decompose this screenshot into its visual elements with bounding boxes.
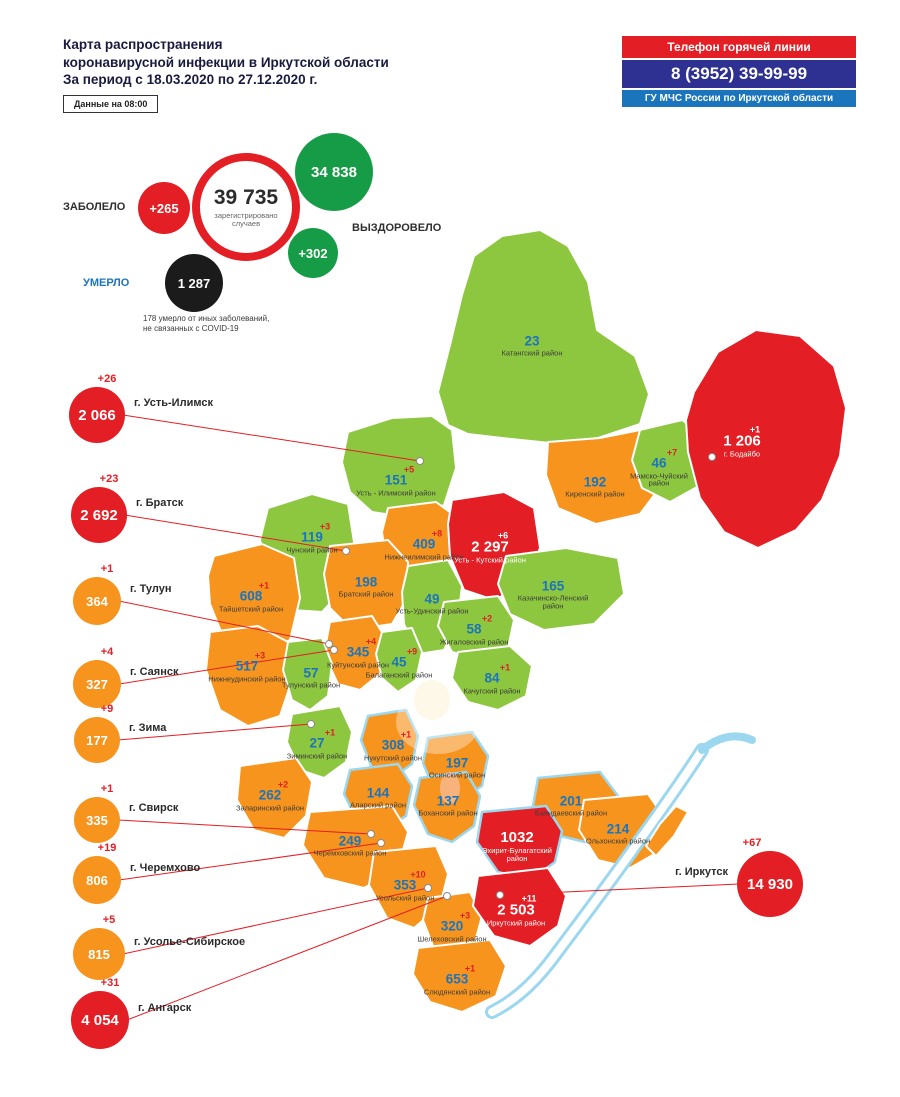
city-label-angarsk: г. Ангарск xyxy=(138,1002,192,1014)
city-label-cheremkhovo: г. Черемхово xyxy=(130,862,201,874)
city-label-usolye: г. Усолье-Сибирское xyxy=(134,936,246,948)
callout-line-bratsk xyxy=(124,514,347,552)
data-time-badge: Данные на 08:00 xyxy=(63,95,159,113)
city-delta-usolye: +5 xyxy=(102,914,116,926)
district-shape-tulunsky xyxy=(282,637,333,711)
recovered-delta-circle: +302 xyxy=(288,228,338,278)
city-delta-angarsk: +31 xyxy=(100,977,120,989)
city-label-tulun: г. Тулун xyxy=(130,583,172,595)
city-dot-sayansk xyxy=(330,646,338,654)
total-cases-caption: зарегистрировано случаев xyxy=(214,210,278,228)
hotline-box: Телефон горячей линии 8 (3952) 39-99-99 … xyxy=(622,36,856,107)
city-delta-zima: +9 xyxy=(100,703,114,715)
died-circle: 1 287 xyxy=(165,254,223,312)
city-dot-svirsk xyxy=(367,830,375,838)
city-dot-bratsk xyxy=(342,547,350,555)
city-label-svirsk: г. Свирск xyxy=(129,802,179,814)
title-line-2: коронавирусной инфекции в Иркутской обла… xyxy=(63,54,389,70)
city-delta-svirsk: +1 xyxy=(100,783,114,795)
died-note: 178 умерло от иных заболеваний, не связа… xyxy=(143,314,270,333)
city-label-bratsk: г. Братск xyxy=(136,497,184,509)
city-circle-svirsk: 335 xyxy=(74,797,120,843)
city-dot-tulun xyxy=(325,640,333,648)
callout-line-cheremkhovo xyxy=(118,842,382,881)
page-title: Карта распространения коронавирусной инф… xyxy=(63,36,389,89)
city-dot-angarsk xyxy=(443,892,451,900)
callout-line-ust-ilimsk xyxy=(122,414,421,462)
city-circle-bratsk: 2 692 xyxy=(71,487,127,543)
district-shape-irkutsky xyxy=(472,867,567,947)
lake-baikal-north-arm xyxy=(698,732,756,754)
city-delta-sayansk: +4 xyxy=(100,646,114,658)
district-shape-kazachinsko-lensky xyxy=(497,547,625,631)
callout-line-irkutsk xyxy=(499,883,740,896)
city-circle-usolye: 815 xyxy=(73,928,125,980)
city-circle-irkutsk: 14 930 xyxy=(737,851,803,917)
total-cases-circle: 39 735 зарегистрировано случаев xyxy=(192,153,300,261)
city-delta-bratsk: +23 xyxy=(99,473,119,485)
died-label: УМЕРЛО xyxy=(83,277,130,289)
district-shape-ziminsky xyxy=(286,705,353,779)
city-dot-bodaibo xyxy=(708,453,716,461)
lake-baikal-body xyxy=(488,746,706,1016)
district-shape-slyudyansky xyxy=(412,939,507,1013)
city-circle-angarsk: 4 054 xyxy=(71,991,129,1049)
city-dot-cheremkhovo xyxy=(377,839,385,847)
city-dot-zima xyxy=(307,720,315,728)
callout-line-zima xyxy=(117,723,312,741)
callout-connector-layer xyxy=(117,414,740,1021)
title-line-1: Карта распространения xyxy=(63,37,223,52)
hotline-phone: 8 (3952) 39-99-99 xyxy=(622,60,856,88)
city-delta-tulun: +1 xyxy=(100,563,114,575)
city-label-sayansk: г. Саянск xyxy=(130,666,179,678)
city-delta-ust-ilimsk: +26 xyxy=(97,373,117,385)
city-delta-irkutsk: +67 xyxy=(742,837,762,849)
district-shape-katangsky xyxy=(437,229,650,444)
olkhon-island xyxy=(645,805,689,857)
hotline-org: ГУ МЧС России по Иркутской области xyxy=(622,90,856,107)
callout-line-sayansk xyxy=(118,649,335,685)
city-circle-tulun: 364 xyxy=(73,577,121,625)
city-circle-sayansk: 327 xyxy=(73,660,121,708)
district-shape-kachugsky xyxy=(451,645,533,711)
city-label-irkutsk: г. Иркутск xyxy=(675,866,728,878)
district-shape-bodaibo xyxy=(685,329,847,549)
district-shape-nizhneudinsky xyxy=(205,625,293,727)
city-label-zima: г. Зима xyxy=(129,722,167,734)
total-cases-value: 39 735 xyxy=(213,185,279,209)
city-delta-cheremkhovo: +19 xyxy=(97,842,117,854)
recovered-circle: 34 838 xyxy=(295,133,373,211)
district-shape-bratsky xyxy=(323,539,409,631)
callout-line-svirsk xyxy=(117,819,372,835)
callout-line-tulun xyxy=(118,600,330,645)
district-shape-ust-ilimsky xyxy=(341,415,457,519)
city-dot-usolye xyxy=(424,884,432,892)
infected-label: ЗАБОЛЕЛО xyxy=(63,201,126,213)
city-dot-irkutsk xyxy=(496,891,504,899)
callout-line-angarsk xyxy=(126,895,448,1021)
district-shape-bokhansky xyxy=(412,770,482,844)
city-circle-ust-ilimsk: 2 066 xyxy=(69,387,125,443)
reservoir-tint-3 xyxy=(440,772,460,804)
recovered-label: ВЫЗДОРОВЕЛО xyxy=(352,222,442,234)
city-circle-cheremkhovo: 806 xyxy=(73,856,121,904)
reservoir-tint-2 xyxy=(414,680,450,720)
city-dot-ust-ilimsk xyxy=(416,457,424,465)
district-shape-zalarinsky xyxy=(236,757,313,839)
title-line-3: За период с 18.03.2020 по 27.12.2020 г. xyxy=(63,72,318,88)
city-circle-zima: 177 xyxy=(74,717,120,763)
infected-delta-circle: +265 xyxy=(138,182,190,234)
district-shape-balagansky xyxy=(375,627,423,693)
hotline-label: Телефон горячей линии xyxy=(622,36,856,58)
district-shape-olkhonsky xyxy=(578,793,667,869)
callout-line-usolye xyxy=(122,887,429,955)
city-label-ust-ilimsk: г. Усть-Илимск xyxy=(134,397,213,409)
